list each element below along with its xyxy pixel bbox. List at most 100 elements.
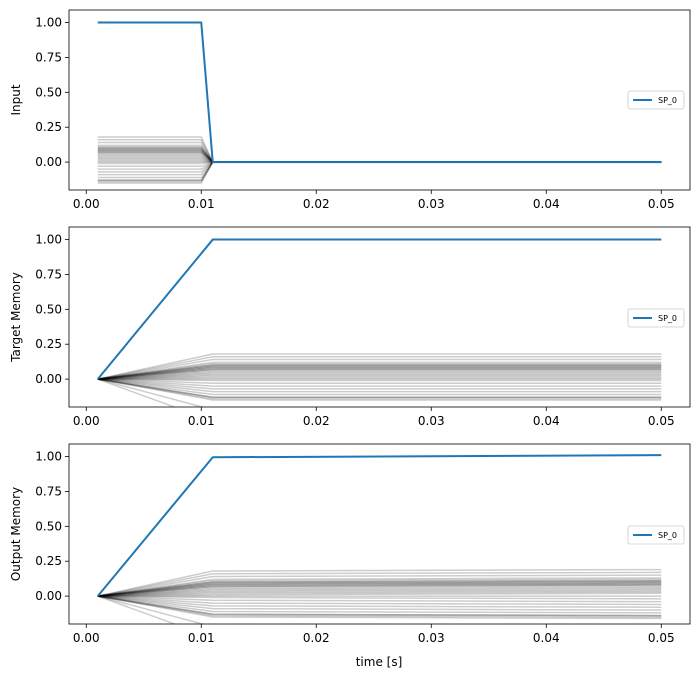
background-neuron-line (97, 595, 177, 624)
x-tick-label: 0.02 (303, 631, 330, 645)
x-tick-label: 0.05 (648, 414, 675, 428)
series-line-sp-0 (96, 238, 662, 380)
x-tick-label: 0.00 (73, 197, 100, 211)
x-tick-label: 0.05 (648, 197, 675, 211)
background-neuron-line (97, 574, 662, 597)
background-neuron-line (97, 353, 662, 380)
y-tick-label: 0.75 (35, 50, 62, 64)
background-neuron-line (97, 595, 662, 618)
legend-box (627, 90, 685, 110)
background-neuron-line (97, 371, 662, 380)
x-tick-label: 0.04 (533, 631, 560, 645)
y-tick-label: 0.75 (35, 267, 62, 281)
background-neuron-line (97, 375, 662, 380)
legend: SP_0 (627, 90, 685, 110)
background-neuron-line (97, 378, 177, 407)
background-neuron-line (97, 579, 662, 597)
background-neuron-line (97, 378, 206, 407)
y-axis: 0.00 0.25 0.50 0.75 1.00 (35, 450, 69, 603)
background-neuron-line (97, 595, 662, 620)
series-line-sp-0 (96, 454, 662, 597)
background-neuron-line (97, 591, 662, 597)
y-axis: 0.00 0.25 0.50 0.75 1.00 (35, 233, 69, 386)
y-tick-label: 1.00 (35, 233, 62, 247)
x-tick-label: 0.00 (73, 631, 100, 645)
y-tick-label: 1.00 (35, 16, 62, 30)
background-neuron-line (97, 374, 662, 380)
y-axis-label: Input (9, 84, 23, 115)
background-neuron-line (97, 592, 662, 597)
x-axis: 0.00 0.01 0.02 0.03 0.04 0.05 (73, 624, 675, 645)
x-tick-label: 0.04 (533, 414, 560, 428)
background-neuron-line (97, 378, 662, 401)
background-neuron-line (97, 378, 662, 393)
y-tick-label: 0.50 (35, 519, 62, 533)
background-neuron-line (97, 584, 662, 597)
background-neuron-line (97, 579, 662, 597)
background-neuron-line (97, 585, 662, 597)
y-axis: 0.00 0.25 0.50 0.75 1.00 (35, 16, 69, 169)
y-tick-label: 0.00 (35, 372, 62, 386)
background-neuron-line (97, 582, 662, 597)
y-tick-label: 0.75 (35, 484, 62, 498)
x-tick-label: 0.03 (418, 197, 445, 211)
background-neuron-line (97, 595, 662, 617)
background-neuron-line (97, 595, 662, 609)
background-neuron-line (97, 364, 662, 380)
legend-entry: SP_0 (658, 531, 677, 540)
background-neuron-line (97, 595, 662, 603)
y-axis-label: Output Memory (9, 487, 23, 581)
y-tick-label: 0.00 (35, 155, 62, 169)
background-neuron-line (97, 595, 662, 606)
x-tick-label: 0.02 (303, 197, 330, 211)
axes-frame (68, 226, 691, 408)
background-neuron-line (97, 595, 662, 614)
background-neuron-line (97, 577, 662, 597)
x-tick-label: 0.00 (73, 414, 100, 428)
legend: SP_0 (627, 308, 685, 328)
background-neuron-line (97, 578, 662, 597)
x-tick-label: 0.01 (188, 414, 215, 428)
background-neuron-line (97, 595, 662, 611)
output-memory-panel: 0.000.250.500.751.00 0.00 0.01 0.02 0.03 0.0… (9, 443, 691, 669)
x-tick-label: 0.03 (418, 631, 445, 645)
y-tick-label: 0.50 (35, 302, 62, 316)
background-neuron-line (97, 378, 662, 390)
background-neuron-line (97, 372, 662, 380)
legend-box (627, 525, 685, 545)
background-neuron-line (97, 365, 662, 380)
y-tick-label: 0.50 (35, 85, 62, 99)
legend-entry: SP_0 (658, 314, 677, 323)
background-neuron-line (97, 378, 662, 398)
y-tick-label: 0.25 (35, 337, 62, 351)
background-neuron-line (97, 364, 662, 380)
background-neuron-line (97, 358, 662, 380)
background-neuron-line (97, 368, 662, 380)
legend-entry: SP_0 (658, 96, 677, 105)
background-neuron-line (97, 362, 662, 380)
x-tick-label: 0.01 (188, 631, 215, 645)
y-axis-label: Target Memory (9, 272, 23, 363)
y-tick-label: 1.00 (35, 450, 62, 464)
background-neuron-line (97, 586, 662, 597)
input-panel: 0.000.250.500.751.00 0.00 0.01 0.02 0.03 0.0… (9, 9, 691, 211)
x-tick-label: 0.02 (303, 414, 330, 428)
background-neuron-line (97, 568, 662, 597)
x-axis: 0.00 0.01 0.02 0.03 0.04 0.05 (73, 190, 675, 211)
x-axis: 0.00 0.01 0.02 0.03 0.04 0.05 (73, 407, 675, 428)
axes-frame (68, 9, 691, 191)
background-neuron-line (97, 356, 662, 380)
background-neuron-line (97, 367, 662, 380)
background-neuron-line (97, 571, 662, 597)
background-neuron-line (97, 378, 662, 382)
y-tick-label: 0.25 (35, 120, 62, 134)
plot-area (96, 238, 662, 407)
background-neuron-line (97, 595, 206, 624)
target-memory-panel: 0.000.250.500.751.00 0.00 0.01 0.02 0.03 0.0… (9, 226, 691, 428)
background-neuron-line (97, 581, 662, 597)
series-line-sp-0 (97, 21, 662, 164)
background-neuron-line (97, 361, 662, 380)
background-neuron-line (97, 378, 662, 387)
legend: SP_0 (627, 525, 685, 545)
